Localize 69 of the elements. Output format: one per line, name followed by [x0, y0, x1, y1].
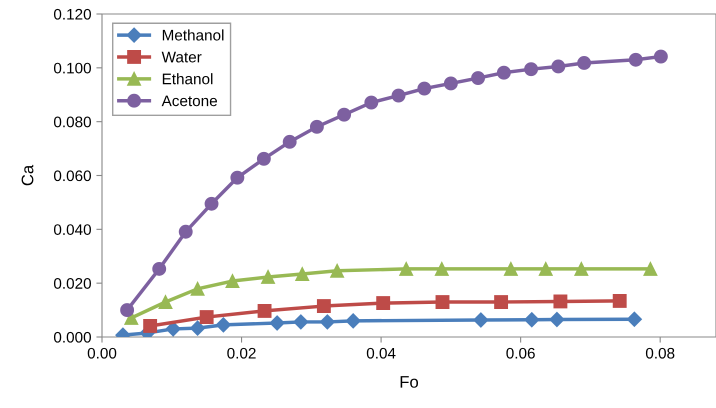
point	[258, 304, 272, 318]
y-tick-label: 0.040	[54, 224, 91, 236]
point	[577, 56, 592, 70]
point	[226, 274, 240, 288]
point	[200, 310, 214, 324]
point	[417, 82, 432, 96]
x-tick-label: 0.06	[506, 348, 535, 359]
point	[204, 196, 218, 211]
point	[473, 312, 488, 328]
point	[143, 319, 158, 333]
point	[471, 71, 486, 86]
y-tick-label: 0.080	[54, 116, 91, 128]
point	[330, 264, 344, 278]
x-tick-label: 0.00	[88, 348, 116, 359]
point	[538, 262, 553, 276]
legend-label: Water	[162, 52, 202, 62]
point	[494, 295, 508, 309]
point	[399, 262, 414, 276]
point	[612, 294, 627, 308]
point	[524, 62, 538, 76]
point	[320, 314, 335, 330]
point	[436, 295, 450, 309]
point	[346, 313, 361, 328]
point	[504, 262, 518, 276]
point	[120, 303, 134, 318]
point	[270, 315, 285, 331]
y-axis-title: Ca	[22, 164, 34, 186]
point	[190, 320, 206, 336]
y-tick-label: 0.000	[54, 332, 91, 343]
y-tick-label: 0.120	[54, 8, 91, 20]
point	[293, 314, 308, 330]
point	[392, 88, 406, 102]
y-tick-label: 0.020	[54, 278, 91, 289]
point	[216, 317, 231, 332]
point	[524, 312, 540, 328]
legend-label: Ethanol	[162, 73, 212, 84]
point	[158, 295, 172, 309]
point	[230, 170, 244, 185]
point	[551, 60, 566, 74]
legend-label: Methanol	[162, 29, 224, 41]
point	[261, 270, 276, 284]
legend-label: Acetone	[162, 96, 217, 106]
point	[376, 296, 390, 310]
point	[282, 134, 297, 149]
point	[553, 294, 568, 308]
point	[337, 108, 352, 122]
point	[626, 312, 642, 327]
point	[316, 299, 331, 313]
y-tick-label: 0.060	[54, 170, 91, 182]
point	[549, 312, 564, 328]
point	[152, 262, 166, 276]
point	[654, 50, 668, 64]
point	[444, 76, 458, 90]
point	[364, 96, 378, 110]
point	[574, 262, 588, 276]
x-tick-label: 0.08	[646, 348, 674, 359]
point	[643, 262, 658, 276]
point	[256, 152, 271, 166]
point	[190, 282, 205, 296]
point	[434, 262, 449, 276]
x-tick-label: 0.02	[227, 348, 256, 359]
point	[496, 66, 511, 80]
x-tick-label: 0.04	[366, 348, 396, 359]
point	[628, 52, 643, 67]
x-axis-title: Fo	[400, 376, 418, 388]
point	[178, 224, 193, 239]
y-tick-label: 0.100	[54, 62, 91, 74]
point	[295, 267, 310, 281]
point	[310, 120, 324, 134]
